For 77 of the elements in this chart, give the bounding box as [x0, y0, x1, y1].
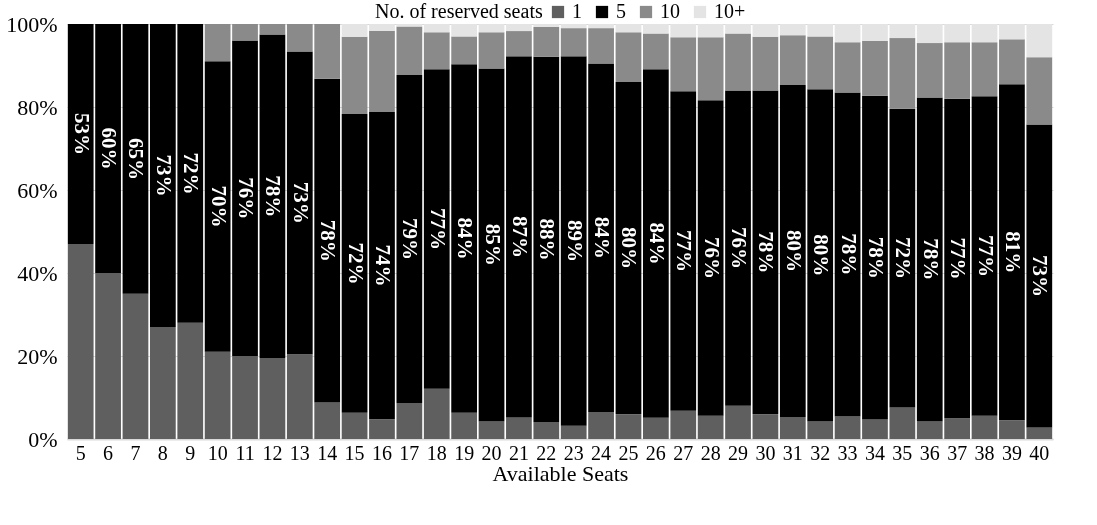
- data-label: 85%: [480, 223, 505, 266]
- data-label: 77%: [946, 237, 971, 280]
- x-tick-label: 34: [864, 441, 885, 464]
- legend-title: No. of reserved seats: [375, 0, 543, 22]
- data-label: 53%: [69, 112, 94, 155]
- legend-label: 10+: [714, 0, 746, 22]
- x-tick-label: 29: [728, 441, 749, 464]
- data-label: 89%: [562, 220, 587, 263]
- x-tick-label: 36: [919, 441, 940, 464]
- data-label: 77%: [973, 234, 998, 277]
- y-tick-label: 40%: [17, 260, 58, 286]
- legend-label: 10: [660, 0, 680, 22]
- x-tick-label: 26: [645, 441, 666, 464]
- data-label: 72%: [891, 237, 916, 280]
- data-label: 76%: [727, 227, 752, 270]
- y-tick-label: 60%: [17, 177, 58, 203]
- x-tick-label: 17: [399, 441, 420, 464]
- data-label: 70%: [206, 185, 231, 228]
- data-label: 76%: [699, 237, 724, 280]
- x-tick-label: 30: [755, 441, 776, 464]
- data-label: 77%: [425, 208, 450, 251]
- data-label: 80%: [809, 234, 834, 277]
- data-label: 72%: [343, 242, 368, 285]
- legend-label: 1: [572, 0, 582, 22]
- x-tick-label: 5: [75, 441, 86, 464]
- data-label: 78%: [863, 236, 888, 279]
- x-tick-label: 38: [974, 441, 995, 464]
- x-tick-label: 35: [892, 441, 913, 464]
- data-label: 72%: [179, 152, 204, 195]
- x-tick-label: 39: [1001, 441, 1022, 464]
- x-tick-label: 37: [947, 441, 968, 464]
- x-tick-label: 19: [454, 441, 475, 464]
- x-tick-label: 40: [1029, 441, 1050, 464]
- data-label: 78%: [261, 175, 286, 218]
- x-tick-label: 10: [207, 441, 228, 464]
- y-tick-label: 80%: [17, 94, 58, 120]
- data-label: 77%: [672, 230, 697, 273]
- x-tick-label: 27: [673, 441, 694, 464]
- data-label: 73%: [1028, 254, 1053, 297]
- x-tick-label: 31: [782, 441, 803, 464]
- data-label: 60%: [97, 127, 122, 170]
- data-label: 84%: [453, 217, 478, 260]
- y-tick-label: 0%: [28, 426, 58, 452]
- x-tick-label: 13: [289, 441, 310, 464]
- data-label: 78%: [316, 219, 341, 262]
- data-label: 84%: [644, 222, 669, 265]
- x-tick-label: 6: [103, 441, 114, 464]
- x-tick-label: 7: [130, 441, 141, 464]
- x-tick-label: 15: [344, 441, 365, 464]
- x-tick-label: 18: [426, 441, 447, 464]
- y-tick-label: 100%: [6, 11, 58, 37]
- x-tick-label: 32: [810, 441, 831, 464]
- legend-label: 5: [616, 0, 626, 22]
- x-tick-label: 28: [700, 441, 721, 464]
- x-tick-label: 11: [235, 441, 255, 464]
- data-label: 73%: [288, 181, 313, 224]
- data-label: 79%: [398, 217, 423, 260]
- x-tick-label: 9: [185, 441, 196, 464]
- data-label: 73%: [151, 154, 176, 197]
- data-label: 87%: [507, 215, 532, 258]
- x-tick-label: 33: [837, 441, 858, 464]
- data-label: 81%: [1000, 231, 1025, 274]
- data-label: 65%: [124, 137, 149, 180]
- data-label: 80%: [617, 227, 642, 270]
- data-label: 76%: [234, 177, 259, 220]
- x-tick-label: 8: [157, 441, 168, 464]
- data-label: 88%: [535, 218, 560, 261]
- data-label: 78%: [836, 233, 861, 276]
- y-tick-label: 20%: [17, 343, 58, 369]
- data-label: 78%: [918, 238, 943, 281]
- x-tick-label: 12: [262, 441, 283, 464]
- x-tick-label: 14: [317, 441, 338, 464]
- data-label: 74%: [370, 244, 395, 287]
- data-label: 80%: [781, 230, 806, 273]
- data-label: 78%: [754, 231, 779, 274]
- data-label: 84%: [590, 216, 615, 259]
- x-tick-label: 16: [371, 441, 392, 464]
